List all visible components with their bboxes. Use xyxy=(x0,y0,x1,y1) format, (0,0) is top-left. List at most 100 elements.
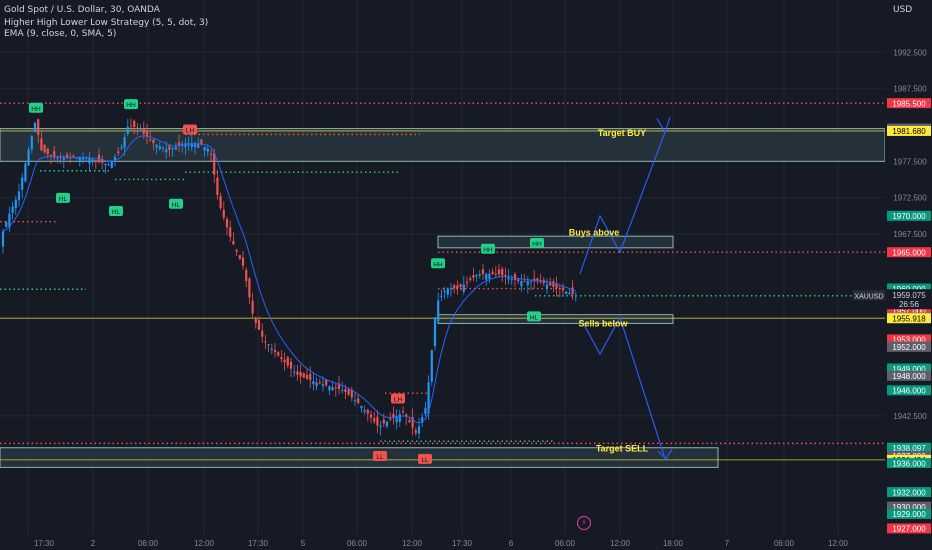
candle-body xyxy=(81,157,85,160)
candle-body xyxy=(465,282,469,284)
price-zone xyxy=(437,314,674,324)
candle-body xyxy=(481,269,485,274)
indicator-ema: EMA (9, close, 0, SMA, 5) xyxy=(4,29,117,39)
candle-body xyxy=(165,149,168,153)
hhll-label-box xyxy=(373,450,387,461)
candle-body xyxy=(53,151,56,158)
candle-body xyxy=(289,361,293,369)
hhll-label: HL xyxy=(112,209,121,216)
price-zone xyxy=(0,447,719,468)
candle-body xyxy=(267,344,270,346)
candle-body xyxy=(526,281,529,286)
candle-body xyxy=(120,147,123,149)
arrow-head-up xyxy=(656,116,671,134)
price-badge xyxy=(887,442,931,453)
candle-body xyxy=(373,418,376,422)
price-badge xyxy=(887,341,931,352)
candle-body xyxy=(113,156,117,160)
candle-body xyxy=(523,281,526,283)
candle-body xyxy=(552,281,555,287)
price-axis-tick: 1942.500 xyxy=(893,412,927,421)
candle-body xyxy=(513,274,517,281)
candle-body xyxy=(107,164,110,166)
price-axis-tick: 1987.500 xyxy=(893,85,927,94)
time-axis-tick: 12:00 xyxy=(194,539,215,548)
candle-body xyxy=(321,384,325,387)
time-axis-tick: 12:00 xyxy=(828,539,849,548)
candle-body xyxy=(309,373,312,381)
hhll-label: LL xyxy=(376,454,384,461)
candle-body xyxy=(421,417,424,423)
candle-body xyxy=(101,158,104,163)
candle-body xyxy=(296,371,299,375)
candle-body xyxy=(78,157,81,162)
candle-body xyxy=(379,425,382,427)
price-zone xyxy=(0,128,886,162)
time-axis-tick: 12:00 xyxy=(402,539,423,548)
candle-body xyxy=(97,154,101,162)
price-badge-text: 1965.000 xyxy=(892,248,926,257)
candle-body xyxy=(286,357,289,366)
projection-path xyxy=(579,316,666,459)
candle-body xyxy=(145,130,149,137)
price-badge xyxy=(887,334,931,345)
candle-body xyxy=(389,418,392,420)
candle-body xyxy=(366,409,369,414)
time-axis-tick: 06:00 xyxy=(555,539,576,548)
price-badge xyxy=(887,313,931,324)
annotation-label: Sells below xyxy=(578,318,628,328)
candle-body xyxy=(257,320,261,330)
candle-body xyxy=(72,155,75,158)
candle-body xyxy=(88,158,91,164)
candle-body xyxy=(424,407,427,414)
candle-body xyxy=(305,374,309,379)
candle-body xyxy=(117,151,120,154)
candle-body xyxy=(440,295,443,297)
hhll-label-box xyxy=(530,237,544,248)
price-badge-text: 1970.000 xyxy=(892,212,926,221)
candle-body xyxy=(449,288,453,290)
candle-body xyxy=(171,148,174,150)
current-price-text: 1959.075 xyxy=(892,291,926,300)
candle-body xyxy=(485,273,488,280)
candle-body xyxy=(385,421,389,427)
price-badge xyxy=(887,363,931,374)
candle-body xyxy=(549,281,552,286)
price-badge xyxy=(887,501,931,512)
candle-body xyxy=(501,268,504,276)
candle-body xyxy=(347,389,350,395)
candle-body xyxy=(17,191,21,201)
candle-body xyxy=(126,126,129,134)
hhll-label-box xyxy=(431,258,445,269)
candle-body xyxy=(14,199,17,209)
candle-body xyxy=(472,274,475,278)
price-badge-text: 1946.000 xyxy=(892,387,926,396)
candle-body xyxy=(558,287,561,290)
lightning-icon[interactable]: ⚡ xyxy=(577,516,591,530)
countdown-text: 26:56 xyxy=(899,300,920,309)
price-badge-text: 1930.000 xyxy=(892,503,926,512)
price-badge-text: 1955.918 xyxy=(892,315,926,324)
candle-body xyxy=(555,283,558,288)
candle-body xyxy=(245,269,248,281)
candle-body xyxy=(49,154,53,157)
price-axis-tick: 1977.500 xyxy=(893,157,927,166)
candle-body xyxy=(517,279,520,282)
candle-body xyxy=(427,382,430,414)
candle-body xyxy=(104,163,107,166)
candle-body xyxy=(232,240,235,245)
candle-body xyxy=(510,278,513,280)
candle-body xyxy=(158,146,161,150)
hhll-label: HH xyxy=(483,247,493,254)
candle-body xyxy=(491,271,494,274)
time-axis-tick: 18:00 xyxy=(663,539,684,548)
candle-body xyxy=(200,139,203,145)
candle-body xyxy=(129,125,133,127)
time-axis-tick: 5 xyxy=(301,539,306,548)
candle-body xyxy=(360,406,363,409)
hhll-label: LH xyxy=(394,397,403,404)
time-axis-tick: 12:00 xyxy=(610,539,631,548)
price-badge xyxy=(887,98,931,109)
candle-body xyxy=(350,389,353,398)
